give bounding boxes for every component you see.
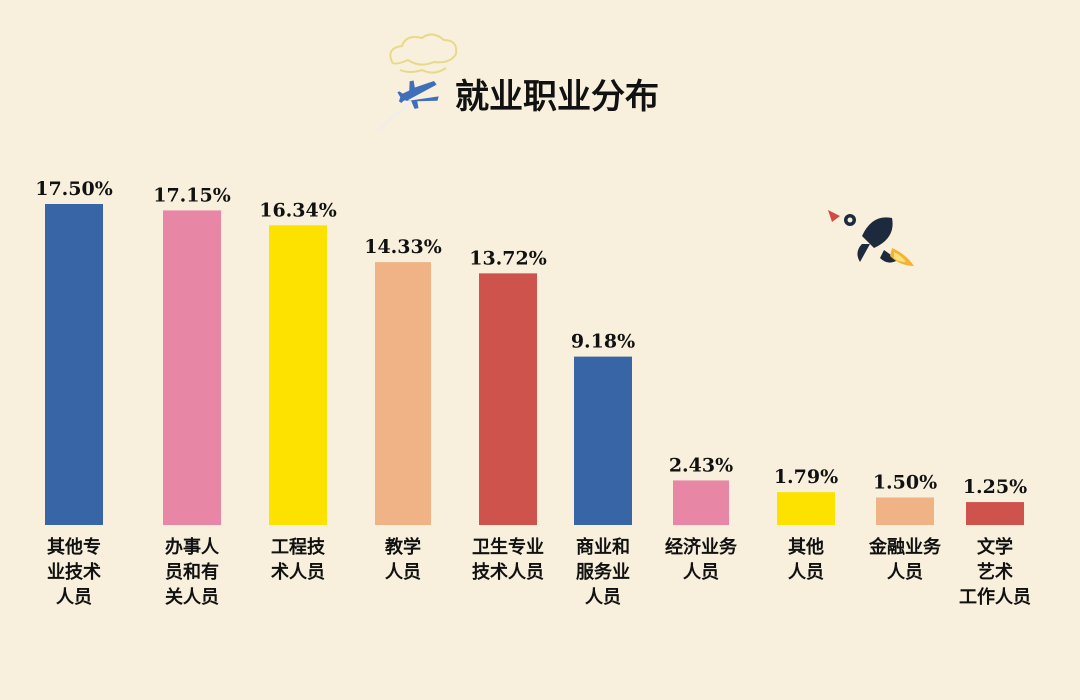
category-label: 金融业务人员	[868, 536, 942, 583]
value-label: 17.50%	[35, 178, 113, 200]
cloud-icon	[389, 33, 458, 74]
chart-title: 就业职业分布	[455, 77, 659, 117]
category-label: 经济业务人员	[665, 536, 738, 583]
airplane-icon	[377, 80, 439, 131]
value-label: 1.25%	[963, 476, 1027, 498]
bar	[966, 502, 1024, 525]
category-label: 工程技术人员	[271, 536, 326, 583]
category-label: 其他人员	[788, 536, 824, 583]
category-label: 商业和服务业人员	[576, 536, 630, 608]
value-label: 2.43%	[669, 454, 733, 476]
bar	[777, 492, 835, 525]
bar	[673, 480, 729, 525]
value-label: 1.79%	[774, 466, 838, 488]
bar	[45, 204, 103, 525]
bar	[269, 225, 327, 525]
category-label: 卫生专业技术人员	[472, 536, 544, 583]
bars-group: 17.50% 其他专业技术人员 17.15% 办事人员和有关人员 16.34% 工程技术人…	[35, 178, 1031, 608]
bar	[876, 497, 934, 525]
value-label: 17.15%	[153, 184, 231, 206]
value-label: 1.50%	[873, 471, 937, 493]
bar	[163, 210, 221, 526]
bar	[574, 356, 632, 525]
value-label: 14.33%	[364, 236, 442, 258]
category-label: 文学艺术工作人员	[959, 536, 1031, 608]
category-label: 办事人员和有关人员	[165, 536, 220, 608]
category-label: 其他专业技术人员	[47, 536, 101, 608]
rocket-icon	[828, 210, 914, 266]
bar	[479, 273, 537, 525]
bar	[375, 262, 431, 525]
category-label: 教学人员	[385, 536, 421, 583]
value-label: 16.34%	[259, 199, 337, 221]
value-label: 9.18%	[571, 331, 635, 353]
value-label: 13.72%	[469, 247, 547, 269]
